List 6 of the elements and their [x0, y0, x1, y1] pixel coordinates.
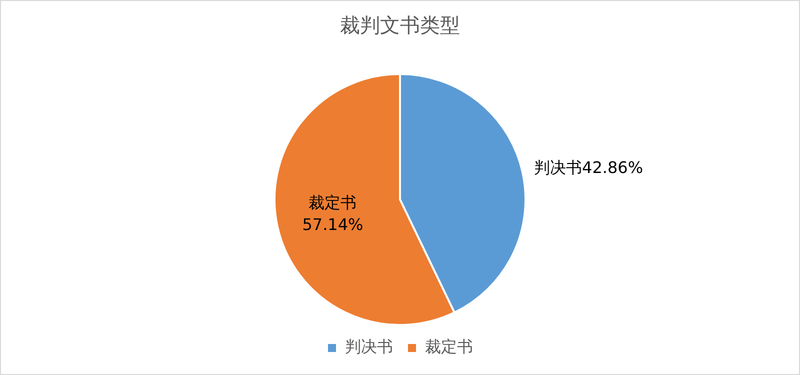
chart-title: 裁判文书类型: [340, 13, 460, 38]
category-label: 判决书42.86%: [534, 158, 644, 178]
data-label: 57.14%: [302, 215, 364, 234]
slice-label: 裁定书: [308, 193, 357, 212]
legend-label: 判决书: [345, 337, 393, 356]
legend-label: 裁定书: [425, 337, 473, 356]
